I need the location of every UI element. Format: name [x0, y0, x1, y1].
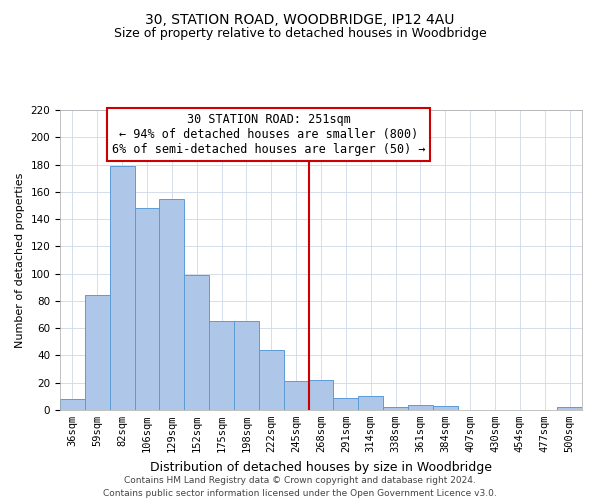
Bar: [60, 399, 85, 410]
Bar: [110, 166, 134, 410]
Bar: [383, 408, 408, 410]
Bar: [433, 406, 458, 410]
Bar: [408, 404, 433, 410]
Bar: [134, 208, 160, 410]
Bar: [160, 198, 184, 410]
Bar: [184, 275, 209, 410]
Bar: [557, 408, 582, 410]
Bar: [234, 322, 259, 410]
Bar: [358, 396, 383, 410]
Bar: [259, 350, 284, 410]
Text: Contains HM Land Registry data © Crown copyright and database right 2024.
Contai: Contains HM Land Registry data © Crown c…: [103, 476, 497, 498]
Y-axis label: Number of detached properties: Number of detached properties: [15, 172, 25, 348]
Bar: [334, 398, 358, 410]
Bar: [284, 382, 308, 410]
X-axis label: Distribution of detached houses by size in Woodbridge: Distribution of detached houses by size …: [150, 460, 492, 473]
Text: 30, STATION ROAD, WOODBRIDGE, IP12 4AU: 30, STATION ROAD, WOODBRIDGE, IP12 4AU: [145, 12, 455, 26]
Text: 30 STATION ROAD: 251sqm
← 94% of detached houses are smaller (800)
6% of semi-de: 30 STATION ROAD: 251sqm ← 94% of detache…: [112, 113, 425, 156]
Bar: [85, 296, 110, 410]
Bar: [209, 322, 234, 410]
Bar: [308, 380, 334, 410]
Text: Size of property relative to detached houses in Woodbridge: Size of property relative to detached ho…: [113, 28, 487, 40]
